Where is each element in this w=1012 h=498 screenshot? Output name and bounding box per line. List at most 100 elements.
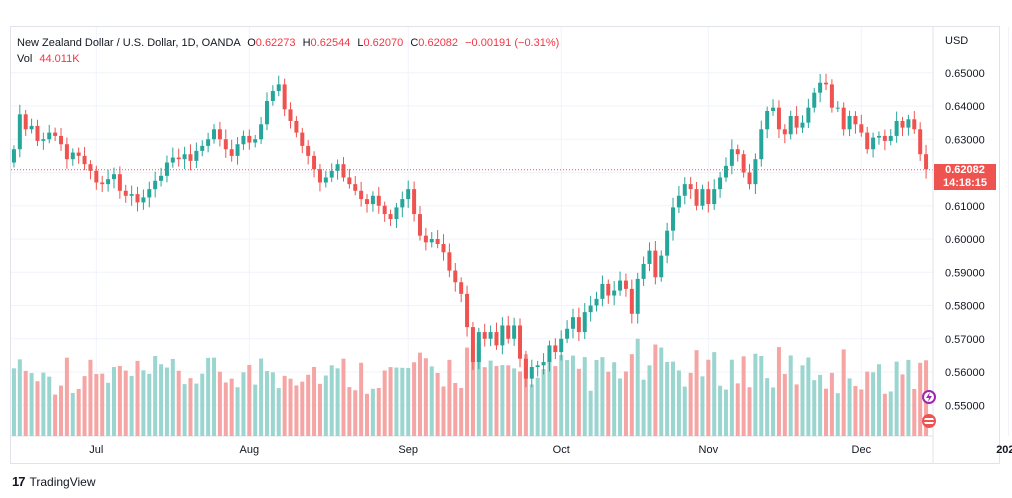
candle-body xyxy=(476,332,481,363)
candle-body xyxy=(876,135,881,138)
volume-bar xyxy=(47,376,52,436)
candle-body xyxy=(300,132,305,146)
candle-body xyxy=(212,129,217,140)
candle-body xyxy=(512,325,517,339)
candle-body xyxy=(582,312,587,333)
candle-body xyxy=(806,107,811,123)
candle-body xyxy=(176,157,181,160)
candle-body xyxy=(200,145,205,151)
candle-body xyxy=(182,154,187,160)
volume-bar xyxy=(306,374,311,436)
volume-bar xyxy=(106,382,111,436)
volume-bar xyxy=(76,388,81,436)
candle-body xyxy=(559,338,564,353)
us-flag-event-icon[interactable] xyxy=(922,414,936,428)
candle-body xyxy=(882,135,887,141)
candle-body xyxy=(812,92,817,108)
volume-bar xyxy=(117,365,122,436)
volume-bar xyxy=(771,387,776,436)
volume-bar xyxy=(871,372,876,436)
time-axis[interactable]: Jul Aug Sep Oct Nov Dec 2023 xyxy=(89,444,1012,456)
volume-bar xyxy=(559,354,564,436)
candle-body xyxy=(359,190,364,200)
high-label: H xyxy=(302,37,311,49)
candle-body xyxy=(782,129,787,135)
volume-bar xyxy=(82,376,87,436)
volume-bar xyxy=(347,387,352,436)
volume-bar xyxy=(741,356,746,436)
candle-body xyxy=(747,172,752,185)
volume-bar xyxy=(641,379,646,436)
candle-body xyxy=(164,162,169,176)
volume-bar xyxy=(500,365,505,436)
candle-body xyxy=(900,120,905,128)
symbol-title: New Zealand Dollar / U.S. Dollar, 1D, OA… xyxy=(17,37,241,49)
volume-bar xyxy=(312,366,317,436)
volume-bar xyxy=(23,370,28,436)
volume-bar xyxy=(859,389,864,436)
candle-body xyxy=(765,110,770,130)
last-price-tag: 0.62082 14:18:15 xyxy=(934,164,996,190)
y-tick-label: 0.63000 xyxy=(945,134,985,146)
volume-bar xyxy=(576,368,581,436)
x-tick-label: Oct xyxy=(553,444,570,456)
candle-body xyxy=(847,115,852,130)
candle-body xyxy=(247,135,252,143)
volume-bar xyxy=(423,358,428,436)
candle-body xyxy=(382,205,387,215)
volume-bar xyxy=(600,357,605,436)
volume-bar xyxy=(323,375,328,436)
bar-countdown: 14:18:15 xyxy=(942,177,988,189)
price-axis[interactable]: 0.650000.640000.630000.620000.610000.600… xyxy=(932,27,985,464)
last-price-value: 0.62082 xyxy=(945,164,985,176)
candle-body xyxy=(641,263,646,279)
volume-bar xyxy=(618,378,623,436)
candle-body xyxy=(59,135,64,145)
volume-bar xyxy=(623,371,628,436)
candle-body xyxy=(82,155,87,165)
candle-body xyxy=(529,367,534,379)
volume-bar xyxy=(900,374,905,436)
brand-name: TradingView xyxy=(29,474,96,489)
candle-body xyxy=(835,107,840,109)
volume-bar xyxy=(11,368,16,436)
chart-frame xyxy=(10,26,1000,464)
candle-body xyxy=(706,189,711,205)
volume-bar xyxy=(223,382,228,436)
volume-bar xyxy=(435,372,440,436)
candle-body xyxy=(659,255,664,278)
candle-body xyxy=(488,332,493,339)
volume-bar xyxy=(88,359,93,436)
x-tick-label: Dec xyxy=(852,444,872,456)
volume-bar xyxy=(694,350,699,436)
volume-bar xyxy=(659,347,664,436)
candle-body xyxy=(494,332,499,346)
volume-bar xyxy=(794,384,799,436)
candle-body xyxy=(76,152,81,156)
volume-bar xyxy=(818,374,823,436)
candle-body xyxy=(547,345,552,363)
open-label: O xyxy=(247,37,256,49)
candle-body xyxy=(153,180,158,190)
volume-bar xyxy=(729,359,734,436)
lightning-event-icon[interactable] xyxy=(922,390,936,404)
volume-bar xyxy=(41,372,46,436)
volume-bar xyxy=(111,367,116,436)
volume-bar xyxy=(164,367,169,436)
volume-bar xyxy=(394,367,399,436)
candle-body xyxy=(718,177,723,190)
candle-body xyxy=(435,239,440,244)
volume-bar xyxy=(470,357,475,436)
candles xyxy=(11,73,929,388)
candle-body xyxy=(688,184,693,190)
volume-bar xyxy=(170,358,175,436)
volume-bar xyxy=(300,381,305,436)
candle-body xyxy=(94,170,99,183)
volume-bar xyxy=(276,388,281,436)
candle-body xyxy=(194,150,199,161)
candle-body xyxy=(541,362,546,366)
candle-body xyxy=(276,84,281,92)
volume-bar xyxy=(153,356,158,436)
footer-brand[interactable]: 17 TradingView xyxy=(12,474,96,489)
